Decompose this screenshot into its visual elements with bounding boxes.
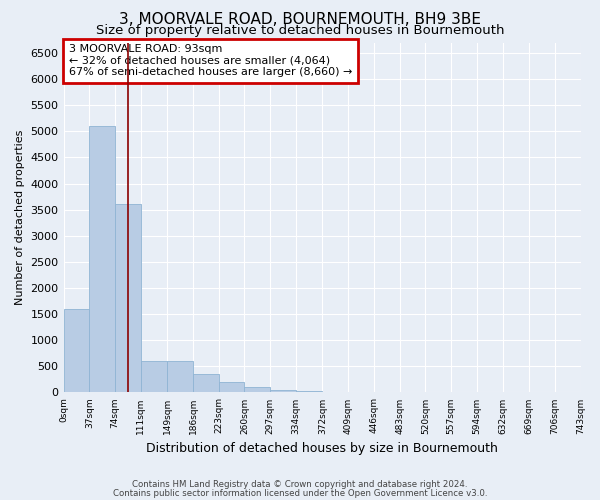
Text: 3 MOORVALE ROAD: 93sqm
← 32% of detached houses are smaller (4,064)
67% of semi-: 3 MOORVALE ROAD: 93sqm ← 32% of detached… bbox=[69, 44, 352, 78]
Y-axis label: Number of detached properties: Number of detached properties bbox=[15, 130, 25, 305]
Bar bbox=[89, 126, 115, 392]
Text: 3, MOORVALE ROAD, BOURNEMOUTH, BH9 3BE: 3, MOORVALE ROAD, BOURNEMOUTH, BH9 3BE bbox=[119, 12, 481, 28]
Bar bbox=[218, 382, 244, 392]
X-axis label: Distribution of detached houses by size in Bournemouth: Distribution of detached houses by size … bbox=[146, 442, 498, 455]
Bar bbox=[64, 309, 89, 392]
Text: Size of property relative to detached houses in Bournemouth: Size of property relative to detached ho… bbox=[96, 24, 504, 37]
Bar bbox=[244, 387, 270, 392]
Bar bbox=[270, 390, 296, 392]
Bar bbox=[115, 204, 141, 392]
Bar bbox=[193, 374, 218, 392]
Bar bbox=[141, 361, 167, 392]
Text: Contains HM Land Registry data © Crown copyright and database right 2024.: Contains HM Land Registry data © Crown c… bbox=[132, 480, 468, 489]
Text: Contains public sector information licensed under the Open Government Licence v3: Contains public sector information licen… bbox=[113, 488, 487, 498]
Bar bbox=[167, 361, 193, 392]
